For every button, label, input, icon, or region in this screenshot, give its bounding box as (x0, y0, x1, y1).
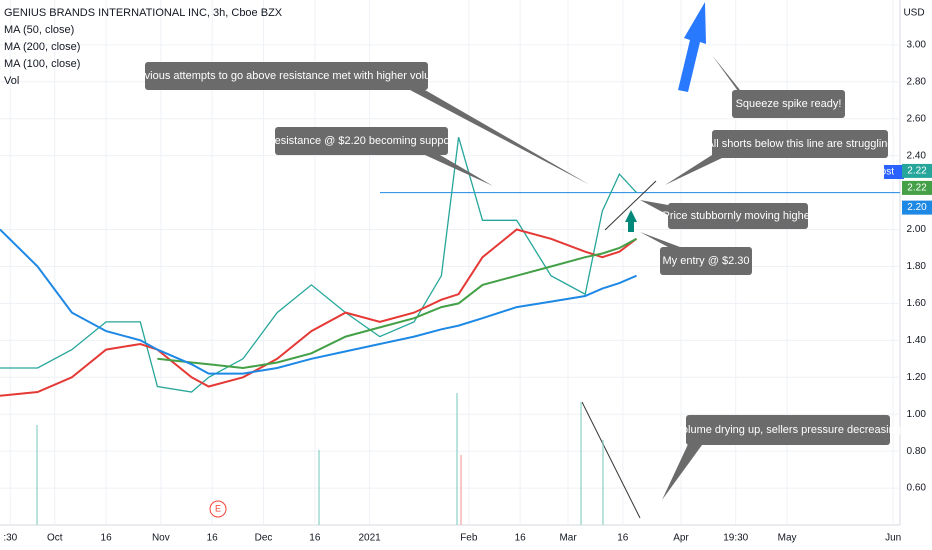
x-tick-label: Apr (673, 533, 689, 544)
price-label: 2.22 (907, 183, 927, 194)
x-tick-label: 19:30 (723, 533, 748, 544)
y-tick-label: 0.80 (907, 446, 927, 457)
volume-bar (456, 393, 458, 525)
y-tick-label: 0.60 (907, 483, 927, 494)
x-tick-label: May (778, 533, 797, 544)
ma-line (0, 228, 638, 397)
y-tick-label: 1.40 (907, 335, 927, 346)
x-tick-label: Jun (885, 533, 901, 544)
callout-text: Previous attempts to go above resistance… (128, 70, 446, 82)
x-tick-label: 16 (309, 533, 321, 544)
legend-entry: Vol (4, 75, 19, 87)
earnings-circle (209, 500, 227, 518)
volume-bar (36, 425, 38, 525)
callout-box (660, 247, 752, 275)
y-tick-label: 2.60 (907, 113, 927, 124)
x-tick-label: 16 (515, 533, 527, 544)
volume-bar (602, 440, 604, 525)
legend-entry: MA (100, close) (4, 58, 80, 70)
callout-pointer (665, 155, 722, 185)
callout-text: My entry @ $2.30 (663, 255, 750, 267)
x-tick-label: 16 (101, 533, 113, 544)
volume-bar (580, 402, 582, 525)
callout-box (732, 90, 845, 118)
x-tick-label: Mar (559, 533, 577, 544)
x-tick-label: :30 (3, 533, 17, 544)
price-label-box (902, 180, 932, 195)
callout-text: Resistance @ $2.20 becoming support (267, 135, 457, 147)
callout-pointer (640, 200, 668, 215)
ma-line (157, 237, 637, 370)
x-tick-label: Oct (47, 533, 63, 544)
y-tick-label: 2.40 (907, 150, 927, 161)
legend-entry: MA (200, close) (4, 41, 80, 53)
callout-pointer (640, 232, 680, 247)
trend-line (604, 180, 657, 231)
callout-box (686, 415, 890, 445)
x-tick-label: Feb (460, 533, 478, 544)
callout-text: All shorts below this line are strugglin… (706, 138, 893, 150)
chart-title: GENIUS BRANDS INTERNATIONAL INC, 3h, Cbo… (4, 7, 283, 19)
callout-pointer (410, 90, 590, 185)
ma-line (0, 228, 637, 375)
y-tick-label: 1.00 (907, 409, 927, 420)
x-tick-label: 16 (207, 533, 219, 544)
callout-text: Squeeze spike ready! (736, 98, 842, 110)
volume-bar (318, 450, 320, 525)
x-tick-label: Nov (152, 533, 170, 544)
y-tick-label: 1.60 (907, 298, 927, 309)
y-tick-label: 1.80 (907, 261, 927, 272)
volume-trend-line (581, 401, 641, 519)
callout-text: Volume drying up, sellers pressure decre… (675, 424, 901, 436)
x-tick-label: 16 (617, 533, 629, 544)
price-label: 2.22 (907, 166, 927, 177)
volume-bar (460, 455, 462, 525)
callout-box (668, 203, 808, 229)
callout-box (145, 62, 428, 90)
x-tick-label: 2021 (358, 533, 381, 544)
plot (0, 137, 900, 397)
price-label-box (902, 163, 932, 178)
big-up-arrow (678, 2, 706, 92)
y-tick-label: 2.80 (907, 76, 927, 87)
volume (36, 393, 604, 525)
callout-text: Price stubbornly moving higher (662, 210, 813, 222)
callout-box (712, 130, 888, 158)
currency-label: USD (903, 8, 924, 19)
earnings-marker: E (215, 503, 221, 513)
legend-entry: MA (50, close) (4, 24, 74, 36)
post-label: Post (874, 167, 894, 178)
callout-pointer (425, 155, 493, 186)
post-label-box (884, 165, 904, 179)
y-tick-label: 3.00 (907, 40, 927, 51)
entry-arrow (625, 210, 637, 232)
x-tick-label: Dec (255, 533, 273, 544)
price-label: 2.20 (907, 202, 927, 213)
annotation-shapes (209, 2, 904, 519)
price-label-box (902, 200, 932, 215)
callout-pointer (662, 440, 702, 500)
y-tick-label: 1.20 (907, 372, 927, 383)
y-tick-label: 2.00 (907, 224, 927, 235)
callout-box (275, 127, 448, 155)
